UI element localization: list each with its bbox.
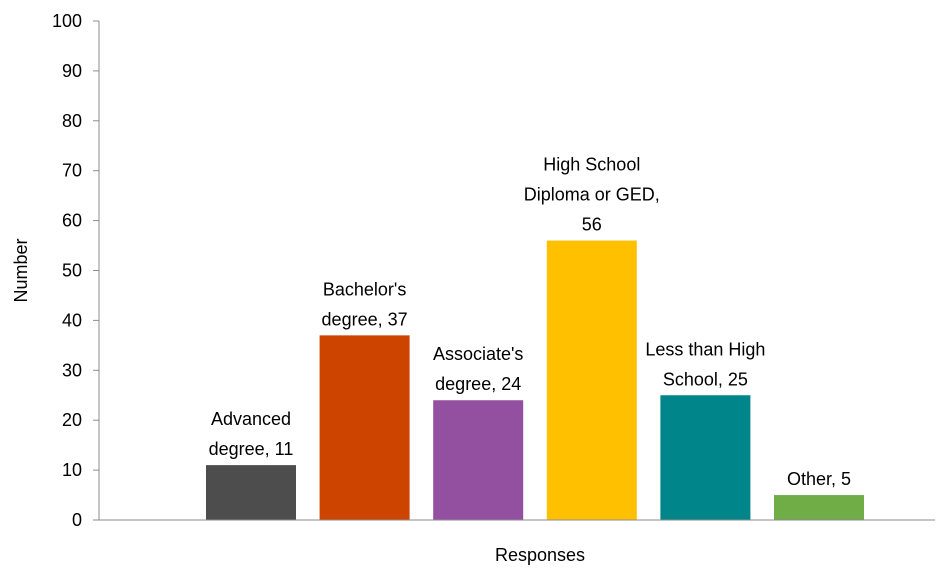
- y-tick-label: 20: [62, 410, 82, 430]
- y-tick-label: 0: [72, 510, 82, 530]
- data-label: School, 25: [663, 369, 748, 389]
- data-label: Bachelor's: [323, 279, 406, 299]
- data-label: degree, 11: [209, 439, 294, 459]
- y-tick-label: 70: [62, 161, 82, 181]
- data-label: Advanced: [211, 409, 291, 429]
- data-label: Diploma or GED,: [524, 185, 660, 205]
- data-label: degree, 24: [435, 374, 521, 394]
- bar-associate-s-degree: [433, 400, 524, 520]
- data-label: degree, 37: [322, 309, 408, 329]
- y-tick-label: 60: [62, 211, 82, 231]
- y-axis: 0 10 20 30 40 50 60 70 80 90 100: [52, 11, 100, 530]
- data-label: Less than High: [645, 339, 765, 359]
- y-tick-label: 10: [62, 460, 82, 480]
- y-tick-label: 100: [52, 11, 82, 31]
- bar-bachelor-s-degree: [319, 335, 410, 520]
- data-label: Associate's: [433, 344, 523, 364]
- y-tick-label: 80: [62, 111, 82, 131]
- data-labels-group: Advanced degree, 11 Bachelor's degree, 37 As…: [209, 155, 851, 489]
- y-tick-label: 50: [62, 261, 82, 281]
- data-label: High School: [543, 155, 640, 175]
- bar-less-than-high-school: [660, 395, 751, 520]
- y-ticks-group: 0 10 20 30 40 50 60 70 80 90 100: [52, 11, 99, 530]
- bar-high-school-diploma-or-ged: [546, 240, 637, 520]
- bars-group: [206, 240, 864, 520]
- x-axis-title: Responses: [495, 545, 585, 565]
- y-tick-label: 30: [62, 360, 82, 380]
- y-axis-title: Number: [11, 238, 31, 302]
- bar-other: [774, 495, 864, 520]
- data-label: Other, 5: [787, 469, 851, 489]
- data-label: 56: [582, 215, 602, 235]
- y-tick-label: 90: [62, 61, 82, 81]
- y-tick-label: 40: [62, 310, 82, 330]
- bar-advanced-degree: [206, 465, 296, 520]
